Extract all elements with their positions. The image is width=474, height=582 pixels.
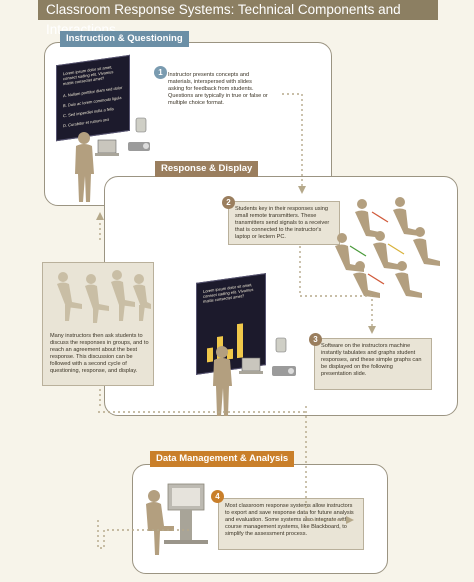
step-4-box: Most classroom response systems allow in… (218, 498, 364, 550)
step-2-badge: 2 (222, 196, 235, 209)
instructor-2-silhouette-icon (213, 346, 232, 416)
computer-workstation-icon (164, 483, 208, 544)
step-4-badge: 4 (211, 490, 224, 503)
arrow-heads (96, 186, 376, 524)
laptop-2-icon (239, 357, 263, 374)
step-3-box: Software on the instructors machine inst… (314, 338, 432, 390)
step-1-badge: 1 (154, 66, 167, 79)
tab-data-management-analysis: Data Management & Analysis (150, 451, 295, 467)
receiver-2-icon (275, 337, 287, 353)
receiver-icon (135, 117, 147, 133)
projector-icon (128, 142, 150, 151)
step-4-text: Most classroom response systems allow in… (225, 503, 354, 537)
discussion-box: Many instructors then ask students to di… (42, 262, 154, 386)
tab-response-display: Response & Display (155, 161, 259, 177)
signal-lines (349, 211, 405, 285)
step-3-badge: 3 (309, 333, 322, 346)
step-3-text: Software on the instructors machine inst… (321, 343, 422, 377)
step-2-box: Students key in their responses using sm… (228, 201, 340, 245)
flow-arrows (97, 93, 373, 549)
step-1-text: Instructor presents concepts and materia… (168, 72, 268, 106)
instructor-silhouette-icon (75, 132, 94, 202)
tab-instruction-questioning: Instruction & Questioning (60, 31, 189, 47)
step-2-text: Students key in their responses using sm… (235, 206, 330, 240)
discussion-students-icon (57, 270, 151, 323)
seated-user-silhouette-icon (146, 490, 174, 555)
projector-2-icon (272, 366, 296, 376)
discussion-text: Many instructors then ask students to di… (50, 333, 149, 374)
laptop-icon (95, 139, 119, 156)
students-group-icon (335, 197, 440, 298)
